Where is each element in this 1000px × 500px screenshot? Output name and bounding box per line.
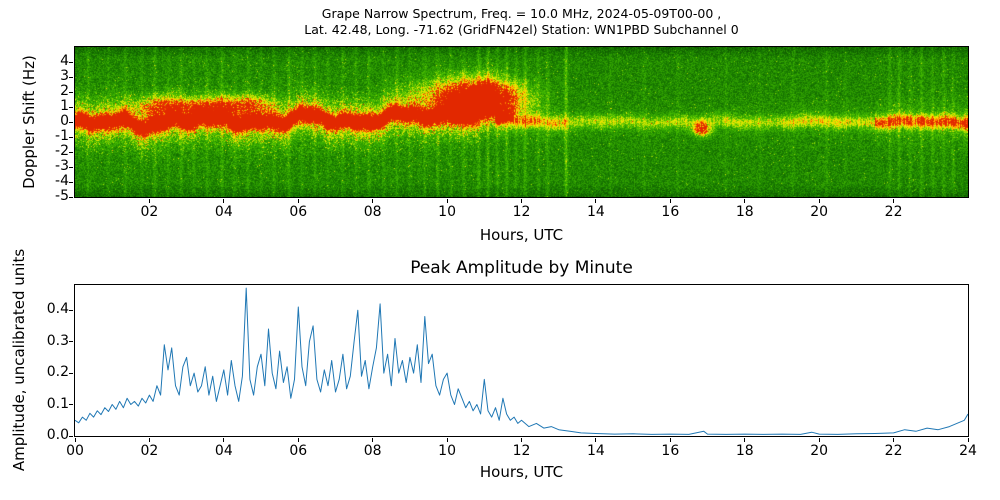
x-tick-label: 04 <box>214 443 233 459</box>
spectrogram-title-line2: Lat. 42.48, Long. -71.62 (GridFN42el) St… <box>304 22 739 37</box>
y-tick-label: 0.3 <box>46 332 69 349</box>
x-tick-label: 14 <box>586 204 605 220</box>
tick-mark <box>669 199 671 203</box>
x-tick-label: 08 <box>363 204 382 220</box>
y-tick-label: 0.0 <box>46 427 69 443</box>
y-tick-label: 1 <box>60 98 69 114</box>
spectrogram-plot <box>74 46 969 198</box>
tick-mark <box>69 404 73 406</box>
x-tick-label: 16 <box>661 204 680 220</box>
x-tick-label: 06 <box>289 204 308 220</box>
tick-mark <box>818 199 820 203</box>
spectrogram-title: Grape Narrow Spectrum, Freq. = 10.0 MHz,… <box>75 6 968 38</box>
tick-mark <box>446 199 448 203</box>
y-tick-label: 0.2 <box>46 364 69 381</box>
tick-mark <box>69 435 73 437</box>
tick-mark <box>148 199 150 203</box>
tick-mark <box>372 199 374 203</box>
x-tick-label: 02 <box>140 443 159 459</box>
x-tick-label: 24 <box>959 443 977 459</box>
tick-mark <box>223 438 225 442</box>
tick-mark <box>818 438 820 442</box>
tick-mark <box>69 61 73 63</box>
x-tick-label: 20 <box>810 443 829 459</box>
y-tick-label: -3 <box>55 158 69 174</box>
y-tick-label: 2 <box>60 83 69 99</box>
tick-mark <box>69 121 73 123</box>
x-tick-label: 04 <box>214 204 233 220</box>
spectrogram-canvas <box>75 47 968 197</box>
y-tick-label: 3 <box>60 68 69 84</box>
spectrogram-xlabel: Hours, UTC <box>479 226 564 244</box>
x-tick-label: 18 <box>735 443 754 459</box>
y-tick-label: -5 <box>55 188 69 204</box>
x-tick-label: 00 <box>66 443 84 459</box>
amplitude-title: Peak Amplitude by Minute <box>410 258 633 278</box>
tick-mark <box>69 136 73 138</box>
tick-mark <box>148 438 150 442</box>
x-tick-label: 10 <box>438 204 456 220</box>
x-tick-label: 08 <box>363 443 382 459</box>
tick-mark <box>893 438 895 442</box>
tick-mark <box>669 438 671 442</box>
x-tick-label: 22 <box>884 204 903 220</box>
amplitude-line-chart <box>75 287 968 435</box>
tick-mark <box>521 438 522 442</box>
spectrogram-title-line1: Grape Narrow Spectrum, Freq. = 10.0 MHz,… <box>321 6 722 21</box>
tick-mark <box>69 166 73 168</box>
y-tick-label: 0.1 <box>46 395 69 412</box>
tick-mark <box>521 199 522 203</box>
tick-mark <box>69 196 73 198</box>
tick-mark <box>297 438 299 442</box>
x-tick-label: 14 <box>586 443 605 459</box>
tick-mark <box>69 91 73 93</box>
tick-mark <box>69 181 73 183</box>
tick-mark <box>372 438 374 442</box>
tick-mark <box>69 76 73 78</box>
tick-mark <box>595 438 597 442</box>
tick-mark <box>744 199 746 203</box>
tick-mark <box>297 199 299 203</box>
tick-mark <box>744 438 746 442</box>
x-tick-label: 06 <box>289 443 308 459</box>
x-tick-label: 20 <box>810 204 829 220</box>
x-tick-label: 22 <box>884 443 903 459</box>
tick-mark <box>69 372 73 374</box>
x-tick-label: 10 <box>438 443 456 459</box>
tick-mark <box>74 438 76 442</box>
tick-mark <box>446 438 448 442</box>
y-tick-label: -4 <box>55 173 69 189</box>
amplitude-line <box>75 287 968 435</box>
x-tick-label: 18 <box>735 204 754 220</box>
amplitude-ylabel: Amplitude, uncalibrated units <box>10 248 28 472</box>
tick-mark <box>223 199 225 203</box>
y-tick-label: 4 <box>60 53 69 69</box>
tick-mark <box>69 151 73 153</box>
tick-mark <box>69 341 73 343</box>
tick-mark <box>69 106 73 108</box>
x-tick-label: 16 <box>661 443 680 459</box>
tick-mark <box>893 199 895 203</box>
amplitude-plot <box>74 284 969 437</box>
x-tick-label: 12 <box>512 204 531 220</box>
tick-mark <box>967 438 969 442</box>
amplitude-xlabel: Hours, UTC <box>479 463 564 481</box>
tick-mark <box>69 309 73 311</box>
x-tick-label: 12 <box>512 443 531 459</box>
y-tick-label: -2 <box>55 143 69 159</box>
x-tick-label: 02 <box>140 204 159 220</box>
tick-mark <box>595 199 597 203</box>
y-tick-label: 0.4 <box>46 301 69 318</box>
y-tick-label: 0 <box>60 113 69 129</box>
y-tick-label: -1 <box>55 128 69 144</box>
